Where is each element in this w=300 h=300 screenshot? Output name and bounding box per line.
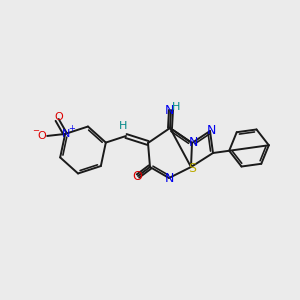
Text: N: N xyxy=(164,104,174,118)
Text: N: N xyxy=(164,172,174,185)
Text: −: − xyxy=(32,127,39,136)
Text: O: O xyxy=(38,131,46,141)
Text: O: O xyxy=(55,112,64,122)
Text: N: N xyxy=(188,136,198,148)
Text: H: H xyxy=(119,121,127,131)
Text: O: O xyxy=(132,170,142,184)
Text: +: + xyxy=(68,124,75,134)
Text: S: S xyxy=(188,163,196,176)
Text: N: N xyxy=(206,124,216,136)
Text: N: N xyxy=(62,129,70,139)
Text: H: H xyxy=(172,102,180,112)
